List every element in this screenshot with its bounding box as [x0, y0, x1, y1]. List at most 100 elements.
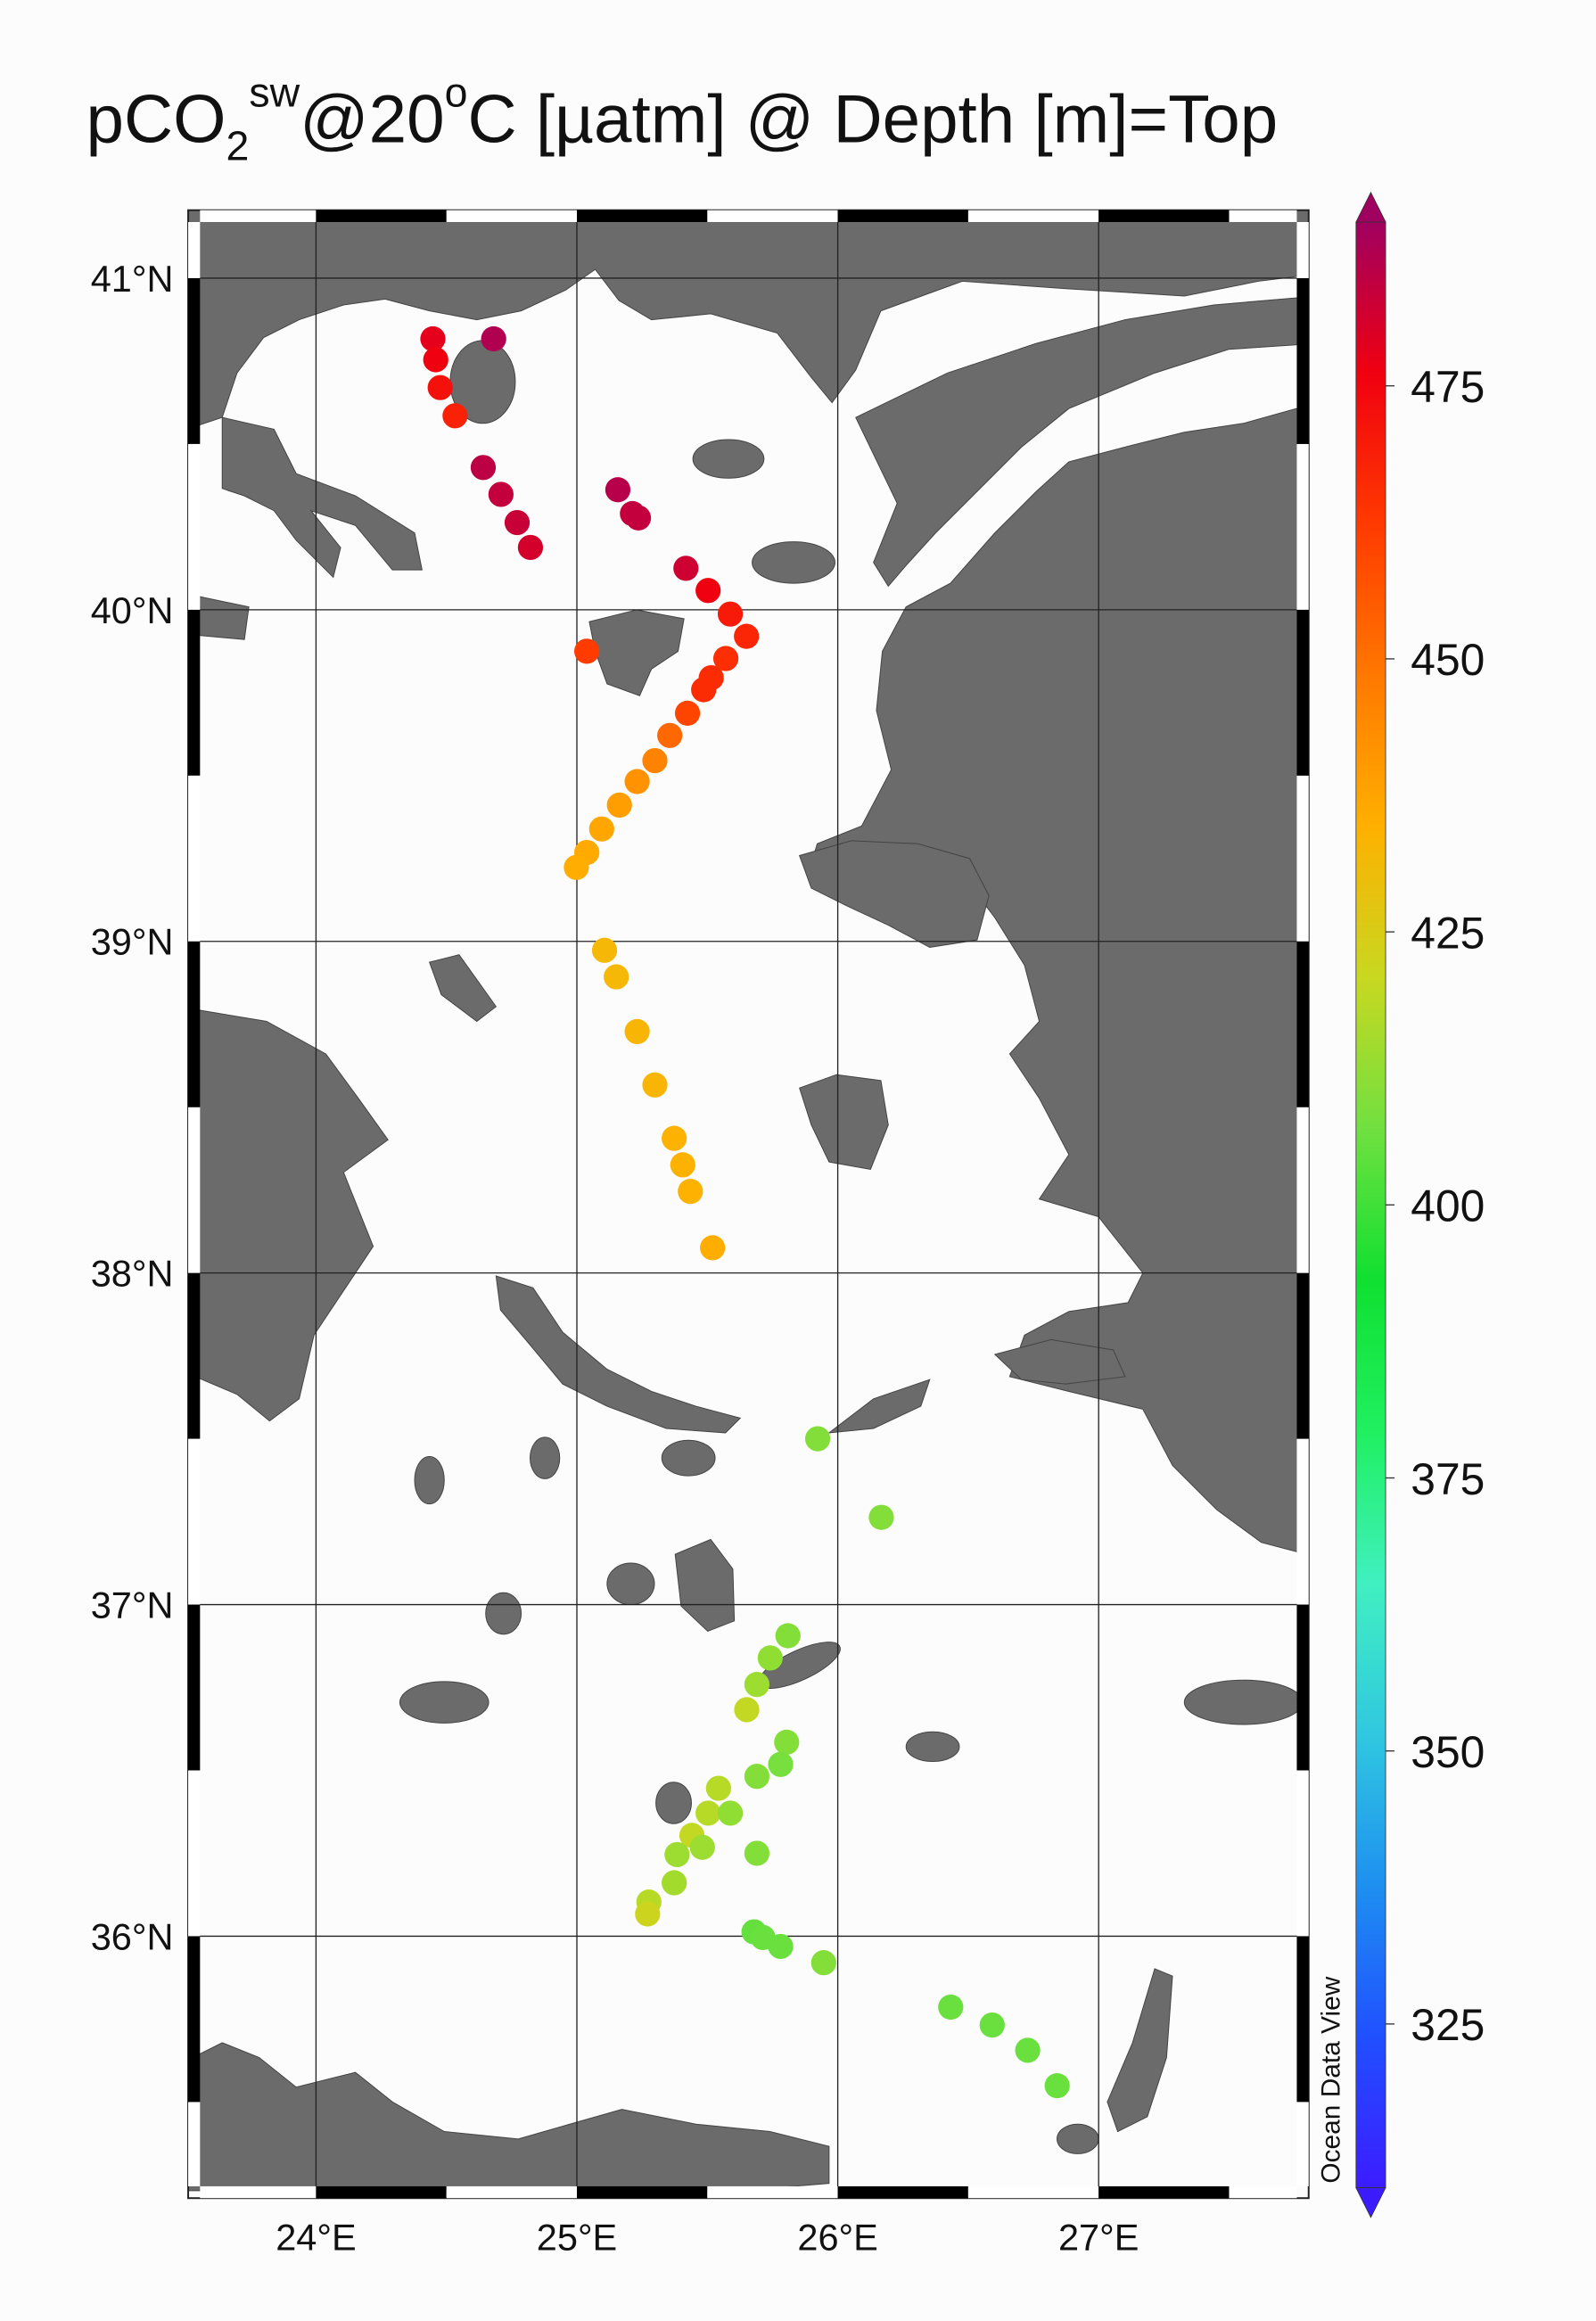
- station: [705, 1775, 731, 1801]
- station: [1015, 2037, 1041, 2063]
- chalkidiki: [221, 416, 423, 579]
- station: [768, 1933, 794, 1960]
- station: [442, 403, 468, 429]
- frame-stripe: [316, 2185, 447, 2199]
- station: [1044, 2073, 1070, 2099]
- station: [689, 1834, 715, 1860]
- milos: [399, 1681, 489, 1724]
- colorbar-ticks: 325 350 375 400 425 450 475: [1386, 362, 1485, 2050]
- x-tick-label: 25°E: [537, 2216, 617, 2258]
- asia-minor: [807, 404, 1309, 1556]
- chart-title: pCO2 sw@20oC [µatm] @ Depth [m]=Top: [86, 70, 1279, 169]
- station: [744, 1672, 770, 1698]
- y-tick-label: 37°N: [91, 1584, 174, 1626]
- station: [804, 1426, 831, 1452]
- station: [624, 769, 650, 794]
- station: [605, 477, 631, 503]
- colorbar: [1355, 221, 1386, 2189]
- station: [744, 1764, 770, 1790]
- frame-stripe: [188, 1438, 201, 1605]
- station: [678, 1179, 703, 1205]
- station: [775, 1623, 801, 1649]
- naxos: [674, 1538, 736, 1632]
- station: [481, 325, 506, 352]
- station: [624, 1018, 650, 1045]
- euboea: [495, 1275, 742, 1434]
- greece-west: [188, 593, 250, 640]
- land-north: [188, 210, 1309, 430]
- station: [979, 2012, 1005, 2038]
- samos: [993, 1338, 1126, 1385]
- frame-stripe: [1296, 1936, 1309, 2103]
- station: [635, 1901, 661, 1927]
- frame-stripe: [188, 277, 201, 444]
- x-tick-label: 24°E: [276, 2216, 356, 2258]
- colorbar-tick-label: 325: [1411, 2000, 1485, 2050]
- imbros: [752, 541, 835, 584]
- paros: [606, 1562, 655, 1606]
- frame-stripe: [188, 941, 201, 1107]
- frame-stripe: [1098, 210, 1230, 223]
- frame-stripe: [837, 2185, 968, 2199]
- frame-stripe: [188, 1107, 201, 1273]
- colorbar-over: [1355, 191, 1386, 223]
- frame-stripe: [188, 1272, 201, 1439]
- station: [625, 505, 652, 531]
- station: [662, 1870, 687, 1896]
- y-tick-label: 40°N: [91, 589, 174, 631]
- grid: [188, 210, 1309, 2199]
- santorini: [655, 1782, 692, 1824]
- frame-stripe: [200, 2185, 317, 2199]
- lesbos: [799, 840, 990, 948]
- x-tick-label: 26°E: [797, 2216, 877, 2258]
- station: [717, 1800, 744, 1826]
- greece-mainland: [188, 1008, 389, 1422]
- station: [712, 646, 739, 671]
- frame-stripe: [1296, 1272, 1309, 1439]
- colorbar-tick-label: 350: [1411, 1727, 1485, 1777]
- title-part: sw: [249, 70, 300, 116]
- samothraki: [692, 439, 765, 479]
- station: [691, 677, 717, 703]
- colorbar-tick-label: 475: [1411, 362, 1485, 412]
- andros: [661, 1439, 716, 1477]
- title-part: @20: [300, 81, 444, 157]
- station: [420, 325, 446, 352]
- station: [657, 722, 683, 748]
- station: [604, 964, 629, 990]
- station: [470, 455, 497, 481]
- frame-stripe: [577, 210, 708, 223]
- island: [414, 1456, 445, 1505]
- title-part: 2: [226, 122, 250, 169]
- title-part: o: [445, 70, 468, 116]
- frame-stripe: [316, 210, 447, 223]
- frame-ticks: [188, 210, 1309, 2199]
- station: [504, 509, 531, 536]
- colorbar-tick-label: 375: [1411, 1454, 1485, 1504]
- kasos: [1057, 2123, 1099, 2154]
- frame-stripe: [188, 222, 201, 278]
- gallipoli: [855, 296, 1309, 588]
- land: [188, 210, 1309, 2192]
- station: [427, 374, 453, 400]
- frame-stripe: [837, 210, 968, 223]
- frame-stripe: [200, 210, 317, 223]
- station: [938, 1994, 964, 2021]
- station: [564, 854, 589, 880]
- station: [517, 534, 544, 561]
- karpathos: [1107, 1968, 1173, 2133]
- points: [420, 325, 1070, 2099]
- frame-stripe: [1296, 1107, 1309, 1273]
- frame-stripe: [188, 1936, 201, 2103]
- station: [642, 747, 668, 774]
- island: [530, 1436, 561, 1479]
- frame-stripe: [446, 2185, 578, 2199]
- frame-stripe: [188, 443, 201, 610]
- station: [574, 638, 600, 664]
- frame-stripe: [1296, 277, 1309, 444]
- station: [588, 816, 614, 842]
- frame-stripe: [1296, 775, 1309, 942]
- y-tick-label: 38°N: [91, 1253, 174, 1295]
- station: [734, 623, 760, 649]
